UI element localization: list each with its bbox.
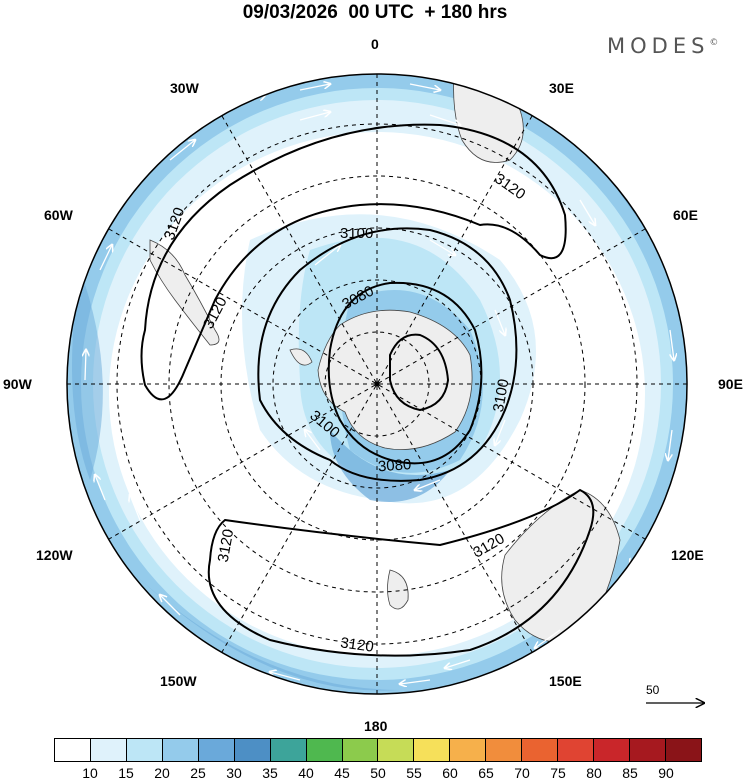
lon-label-30w: 30W [170,80,199,96]
colorbar-tick-label: 70 [514,765,530,781]
colorbar-tick-label: 40 [298,765,314,781]
modes-logo: MODES© [607,34,718,58]
height-contours [140,123,595,657]
lon-label-120w: 120W [36,547,73,563]
lon-label-0: 0 [371,36,379,52]
south-pole-marker [374,381,380,387]
lon-label-60w: 60W [44,207,73,223]
brand-name: MODES [607,34,710,58]
colorbar-swatch [594,739,630,761]
colorbar-tick-label: 75 [550,765,566,781]
colorbar-tick-label: 10 [82,765,98,781]
landmasses [149,74,637,643]
contour-label: 3100 [490,378,513,414]
colorbar-swatch [378,739,415,761]
contour-label: 3080 [377,456,411,475]
colorbar-tick-label: 30 [226,765,242,781]
colorbar-tick-label: 50 [370,765,386,781]
colorbar-swatch [450,739,487,761]
lon-label-180: 180 [364,718,388,734]
colorbar-swatch [665,739,701,761]
polar-map: 3120 3120 3120 3120 3120 3120 3100 3100 … [66,73,750,735]
lon-label-90e: 90E [718,376,743,392]
colorbar-swatch [162,739,199,761]
colorbar-swatch [198,739,235,761]
colorbar-tick-label: 80 [586,765,602,781]
colorbar-swatch [234,739,271,761]
chart-title: 09/03/2026 00 UTC + 180 hrs [242,2,508,23]
map-boundary [66,73,688,695]
colorbar-swatch [414,739,451,761]
colorbar-swatch [558,739,595,761]
reference-vector-label: 50 [646,683,660,697]
colorbar-swatch [486,739,523,761]
colorbar-tick-label: 25 [190,765,206,781]
lon-label-60e: 60E [673,207,698,223]
copyright-mark: © [709,38,719,48]
colorbar [54,738,702,762]
colorbar-tick-label: 35 [262,765,278,781]
colorbar-swatch [90,739,127,761]
contour-label: 3100 [340,225,373,242]
colorbar-swatch [306,739,343,761]
colorbar-tick-label: 15 [118,765,134,781]
map-disc [67,74,687,694]
contour-label: 3120 [339,634,374,655]
colorbar-ticks: 10 15 20 25 30 35 40 45 50 55 60 65 70 75 80 85 90 [54,765,702,782]
lon-label-30e: 30E [549,80,574,96]
lon-label-150e: 150E [549,673,582,689]
colorbar-tick-label: 45 [334,765,350,781]
colorbar-swatch [55,739,91,761]
contour-label: 3120 [215,528,238,564]
colorbar-swatch [342,739,379,761]
colorbar-tick-label: 90 [658,765,674,781]
colorbar-tick-label: 55 [406,765,422,781]
colorbar-tick-label: 85 [622,765,638,781]
colorbar-swatch [630,739,666,761]
colorbar-tick-label: 20 [154,765,170,781]
colorbar-swatch [126,739,163,761]
colorbar-swatch [270,739,307,761]
colorbar-tick-label: 60 [442,765,458,781]
colorbar-tick-label: 65 [478,765,494,781]
lon-label-150w: 150W [160,673,197,689]
lon-label-90w: 90W [3,376,32,392]
colorbar-swatch [522,739,559,761]
lon-label-120e: 120E [671,547,704,563]
